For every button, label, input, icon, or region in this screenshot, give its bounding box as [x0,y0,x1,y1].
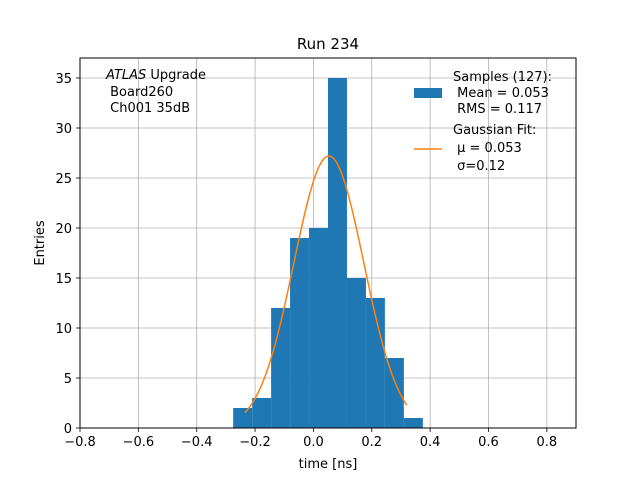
legend: Samples (127): Mean = 0.053 RMS = 0.117 … [414,70,552,174]
histogram-bar [271,308,291,428]
y-tick-label: 10 [55,322,72,337]
histogram-bar [365,298,385,428]
legend-hist-line-1: Samples (127): [453,70,552,85]
x-tick-label: 0.4 [420,435,441,450]
legend-histogram-swatch [414,88,442,98]
x-tick-label: −0.2 [239,435,271,450]
histogram-bar [252,398,272,428]
annotation-line-3: Ch001 35dB [106,101,190,116]
x-tick-label: −0.4 [181,435,213,450]
gaussian-fit-curve [244,155,408,414]
x-tick-label: −0.6 [123,435,155,450]
histogram-bar [403,418,423,428]
plot-frame [79,57,577,429]
atlas-annotation: ATLAS Upgrade Board260 Ch001 35dB [105,68,206,116]
legend-hist-line-3: RMS = 0.117 [453,102,542,117]
legend-fit-line-2: μ = 0.053 [453,141,522,156]
histogram-bar [384,358,404,428]
x-tick-label: 0.2 [361,435,382,450]
x-axis-ticks: −0.8 −0.6 −0.4 −0.2 0.0 0.2 0.4 0.6 0.8 [64,428,557,450]
y-axis-label: Entries [33,220,48,266]
y-tick-label: 0 [64,422,72,437]
x-tick-label: 0.0 [303,435,324,450]
annotation-line-1: ATLAS Upgrade [105,68,206,83]
legend-fit-line-3: σ=0.12 [453,159,505,174]
x-tick-label: −0.8 [64,435,96,450]
legend-hist-line-2: Mean = 0.053 [453,86,549,101]
histogram-bar [290,238,310,428]
y-axis-ticks: 0 5 10 15 20 25 30 35 [55,72,80,437]
y-tick-label: 30 [55,122,72,137]
legend-fit-line-1: Gaussian Fit: [453,123,536,138]
y-tick-label: 15 [55,272,72,287]
y-tick-label: 35 [55,72,72,87]
y-tick-label: 20 [55,222,72,237]
histogram-bars [233,78,423,428]
annotation-rest: Upgrade [146,68,206,83]
histogram-bar [309,228,328,428]
x-tick-label: 0.6 [478,435,499,450]
y-tick-label: 5 [64,372,72,387]
x-axis-label: time [ns] [299,457,358,472]
annotation-line-2: Board260 [106,85,173,100]
histogram-bar [233,408,253,428]
chart-title: Run 234 [297,35,359,53]
y-tick-label: 25 [55,172,72,187]
histogram-bar [328,78,347,428]
annotation-italic: ATLAS [105,68,146,83]
histogram-bar [346,278,366,428]
x-tick-label: 0.8 [536,435,557,450]
